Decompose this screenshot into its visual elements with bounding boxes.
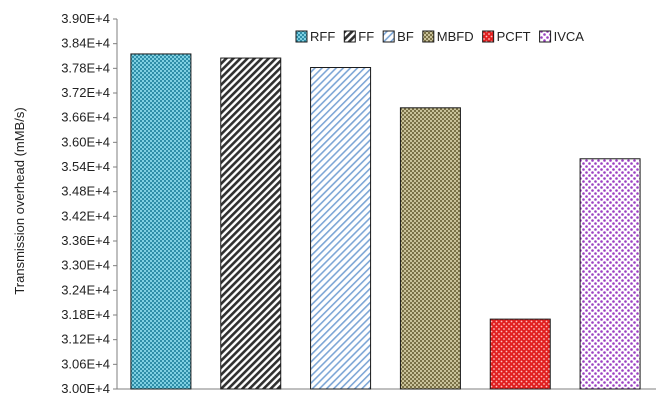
legend-swatch	[482, 30, 495, 43]
legend-label: FF	[358, 29, 374, 44]
legend-swatch	[343, 30, 356, 43]
legend-item-bf: BF	[382, 29, 414, 44]
bar-bf	[310, 67, 372, 390]
y-tick-label: 3.36E+4	[61, 233, 110, 248]
y-tick-label: 3.72E+4	[61, 85, 110, 100]
y-tick-label: 3.00E+4	[61, 381, 110, 394]
y-tick-label: 3.48E+4	[61, 184, 110, 199]
legend-item-ff: FF	[343, 29, 374, 44]
y-tick-label: 3.84E+4	[61, 36, 110, 51]
y-axis-label: Transmission overhead (mMB/s)	[12, 107, 27, 294]
bar-pcft	[489, 318, 551, 390]
legend-label: MBFD	[437, 29, 474, 44]
legend-swatch	[295, 30, 308, 43]
y-tick-labels: 3.00E+4 3.06E+4 3.12E+4 3.18E+4 3.24E+4 3.30E…	[61, 11, 117, 394]
y-tick-label: 3.90E+4	[61, 11, 110, 26]
y-tick-label: 3.06E+4	[61, 356, 110, 371]
legend-item-ivca: IVCA	[539, 29, 585, 44]
bar-rff	[130, 53, 192, 390]
y-tick-label: 3.42E+4	[61, 208, 110, 223]
legend-swatch	[539, 30, 552, 43]
legend: RFF FF BF MBFD PCFT IVCA	[295, 29, 585, 44]
legend-label: BF	[397, 29, 414, 44]
bar-mbfd	[399, 107, 461, 390]
y-tick-label: 3.78E+4	[61, 60, 110, 75]
bar-ivca	[579, 158, 641, 390]
y-tick-label: 3.60E+4	[61, 134, 110, 149]
y-tick-label: 3.12E+4	[61, 332, 110, 347]
axes	[116, 19, 656, 390]
bars	[130, 53, 641, 390]
y-tick-label: 3.30E+4	[61, 258, 110, 273]
legend-item-mbfd: MBFD	[422, 29, 474, 44]
y-tick-label: 3.18E+4	[61, 307, 110, 322]
y-tick-label: 3.54E+4	[61, 159, 110, 174]
bar-ff	[220, 57, 282, 390]
legend-swatch	[422, 30, 435, 43]
y-tick-label: 3.24E+4	[61, 282, 110, 297]
y-tick-label: 3.66E+4	[61, 110, 110, 125]
legend-swatch	[382, 30, 395, 43]
legend-item-pcft: PCFT	[482, 29, 531, 44]
legend-label: IVCA	[554, 29, 585, 44]
legend-item-rff: RFF	[295, 29, 335, 44]
legend-label: RFF	[310, 29, 335, 44]
legend-label: PCFT	[497, 29, 531, 44]
